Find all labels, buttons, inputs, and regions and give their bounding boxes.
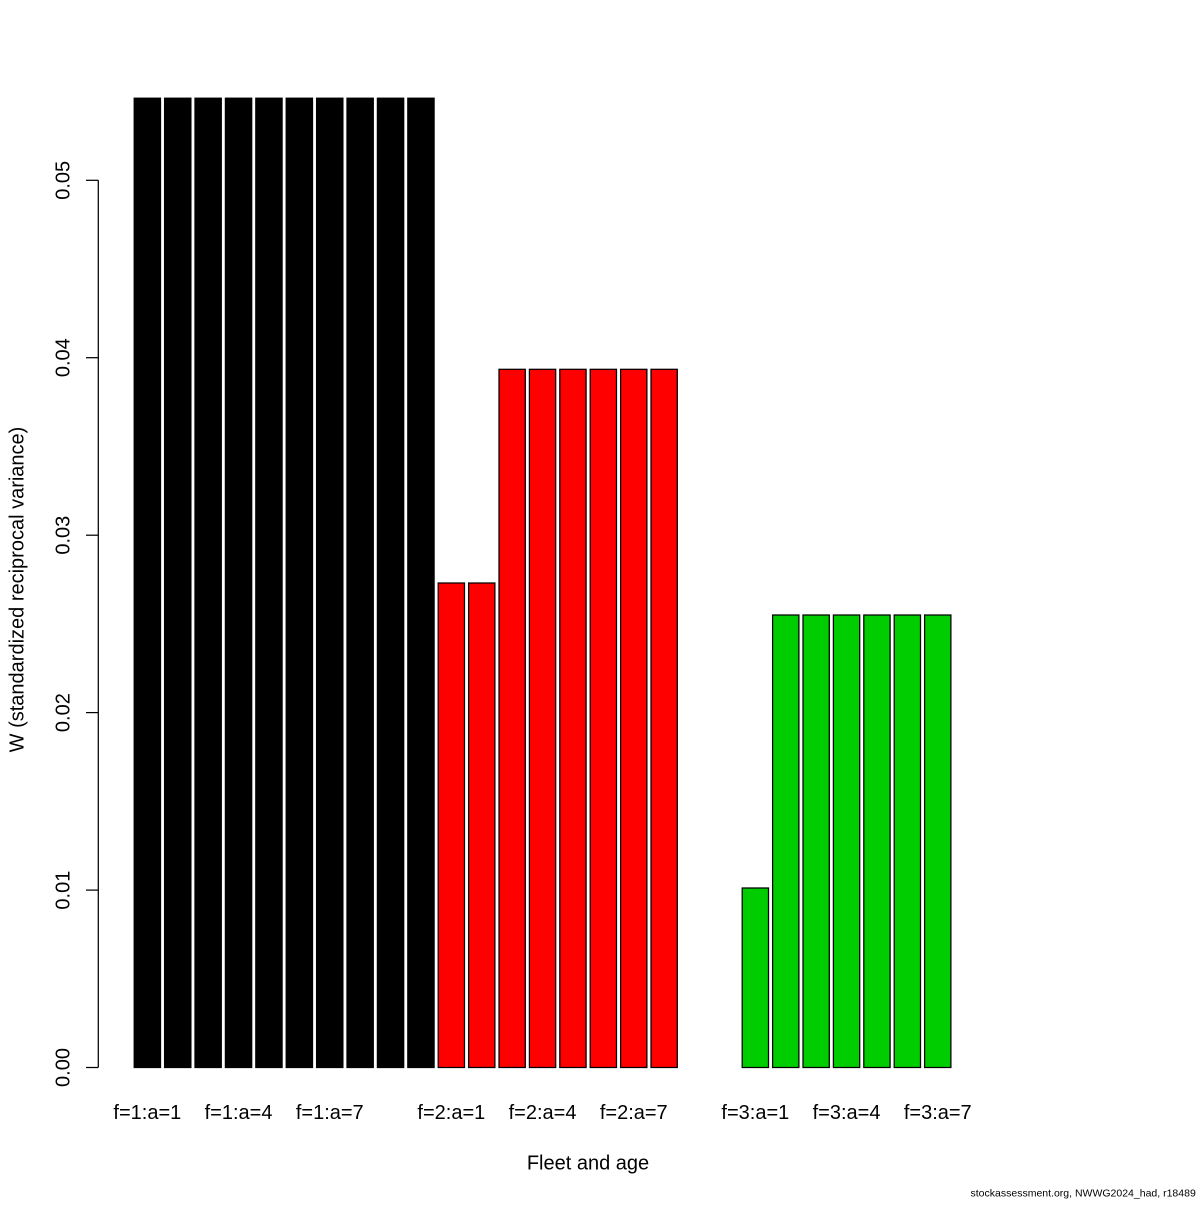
svg-text:stockassessment.org, NWWG2024_: stockassessment.org, NWWG2024_had, r1848… [971,1187,1196,1199]
svg-text:f=3:a=4: f=3:a=4 [813,1102,881,1124]
svg-text:f=2:a=7: f=2:a=7 [600,1102,668,1124]
svg-text:0.00: 0.00 [53,1048,75,1087]
svg-text:0.01: 0.01 [53,871,75,910]
svg-text:0.03: 0.03 [53,516,75,555]
svg-text:f=1:a=7: f=1:a=7 [296,1102,364,1124]
svg-text:f=2:a=1: f=2:a=1 [417,1102,485,1124]
svg-text:f=3:a=1: f=3:a=1 [721,1102,789,1124]
svg-text:f=2:a=4: f=2:a=4 [509,1102,577,1124]
svg-text:f=1:a=1: f=1:a=1 [113,1102,181,1124]
svg-text:Fleet and age: Fleet and age [527,1152,649,1174]
svg-text:f=1:a=4: f=1:a=4 [205,1102,273,1124]
svg-text:0.04: 0.04 [53,338,75,377]
svg-text:f=3:a=7: f=3:a=7 [904,1102,972,1124]
svg-text:0.05: 0.05 [53,161,75,200]
svg-text:0.02: 0.02 [53,693,75,732]
svg-text:W (standardized reciprocal var: W (standardized reciprocal variance) [6,427,28,753]
